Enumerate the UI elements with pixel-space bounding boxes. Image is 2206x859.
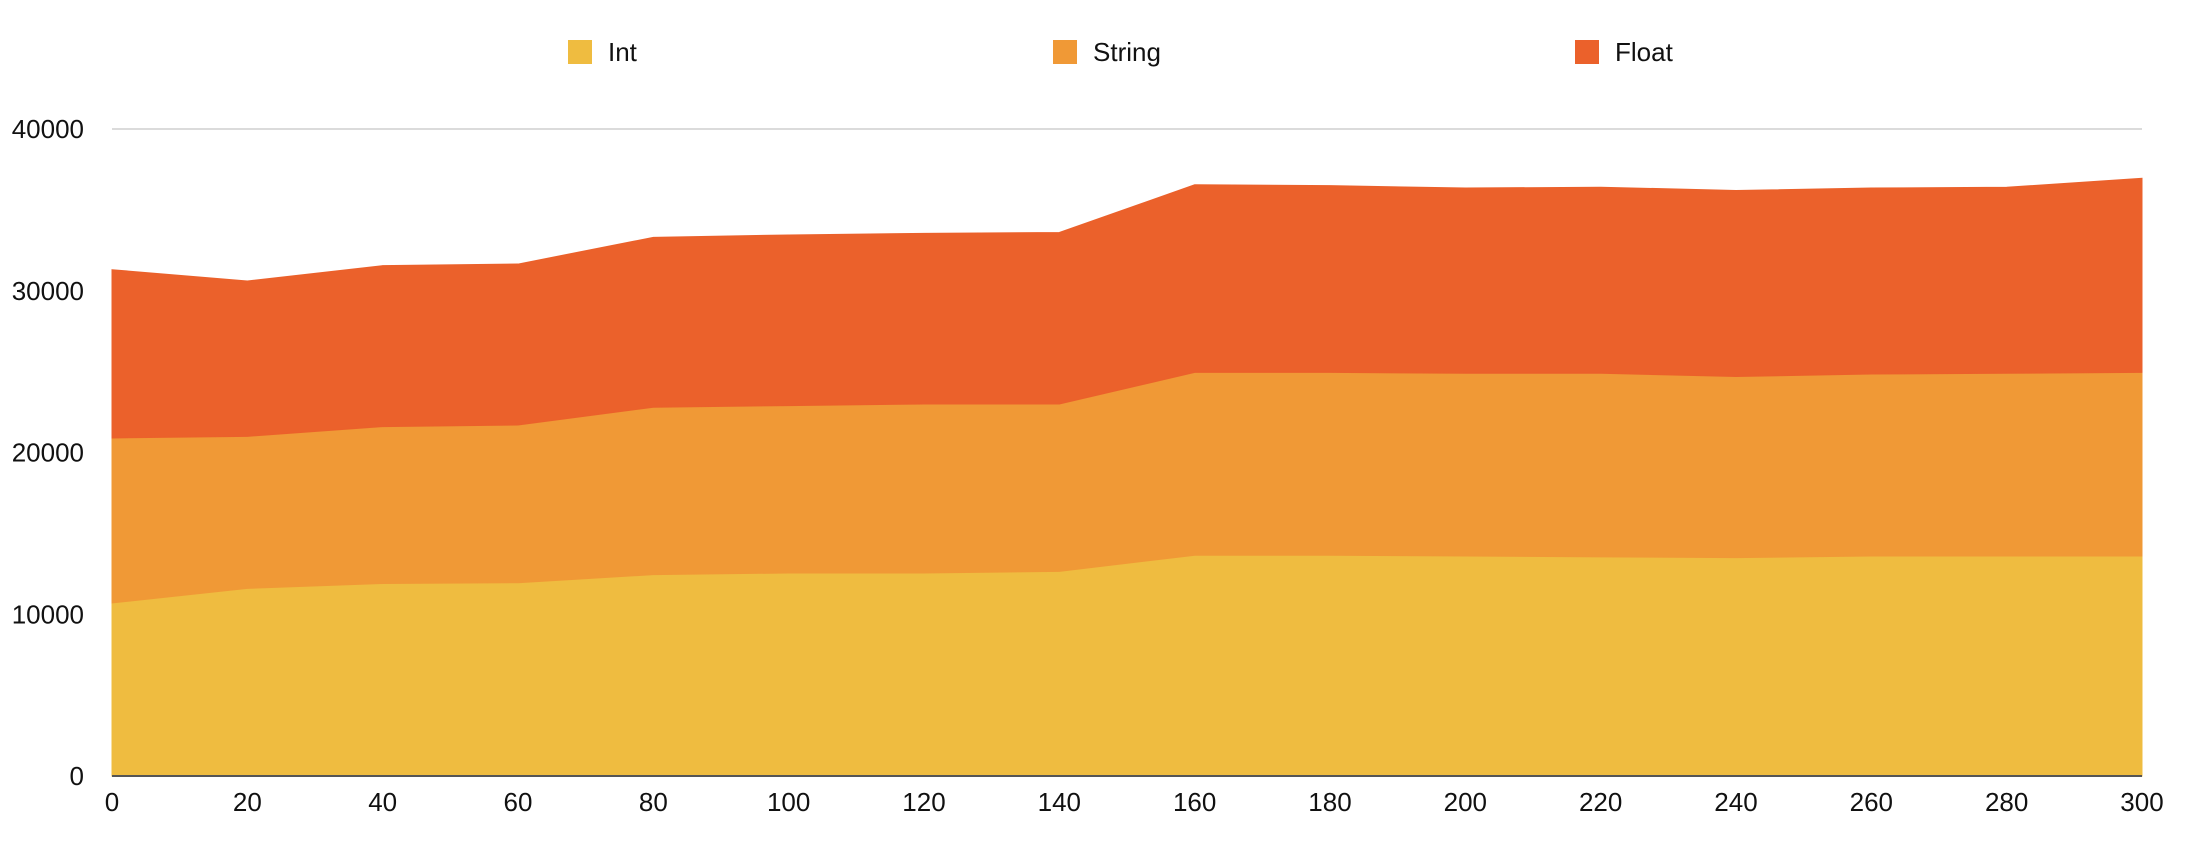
y-tick-label: 40000	[12, 114, 84, 144]
legend-label: Float	[1615, 37, 1674, 67]
legend-label: Int	[608, 37, 638, 67]
x-tick-label: 120	[902, 787, 945, 817]
x-tick-label: 20	[233, 787, 262, 817]
x-tick-label: 80	[639, 787, 668, 817]
axis-layer: 0 10000 20000 30000 40000 0 20 40 60 80 100 120 140 1…	[12, 114, 2164, 817]
x-tick-label: 200	[1444, 787, 1487, 817]
y-tick-label: 10000	[12, 599, 84, 629]
x-tick-label: 240	[1714, 787, 1757, 817]
y-tick-label: 0	[70, 761, 84, 791]
area-series-float	[111, 177, 2143, 439]
legend-item-string: String	[1053, 37, 1161, 67]
area-layer	[111, 177, 2143, 777]
area-series-int	[111, 554, 2143, 777]
y-tick-label: 30000	[12, 276, 84, 306]
legend-item-int: Int	[568, 37, 638, 67]
x-tick-label: 280	[1985, 787, 2028, 817]
x-tick-label: 100	[767, 787, 810, 817]
x-tick-label: 180	[1308, 787, 1351, 817]
x-tick-label: 160	[1173, 787, 1216, 817]
legend-swatch	[568, 40, 592, 64]
x-tick-label: 140	[1038, 787, 1081, 817]
x-tick-label: 220	[1579, 787, 1622, 817]
x-tick-label: 40	[368, 787, 397, 817]
x-tick-label: 300	[2120, 787, 2163, 817]
legend-label: String	[1093, 37, 1161, 67]
x-tick-label: 0	[105, 787, 119, 817]
x-tick-label: 260	[1850, 787, 1893, 817]
legend-swatch	[1575, 40, 1599, 64]
legend-item-float: Float	[1575, 37, 1674, 67]
legend: Int String Float	[568, 37, 1674, 67]
legend-swatch	[1053, 40, 1077, 64]
x-tick-label: 60	[504, 787, 533, 817]
y-tick-label: 20000	[12, 438, 84, 468]
